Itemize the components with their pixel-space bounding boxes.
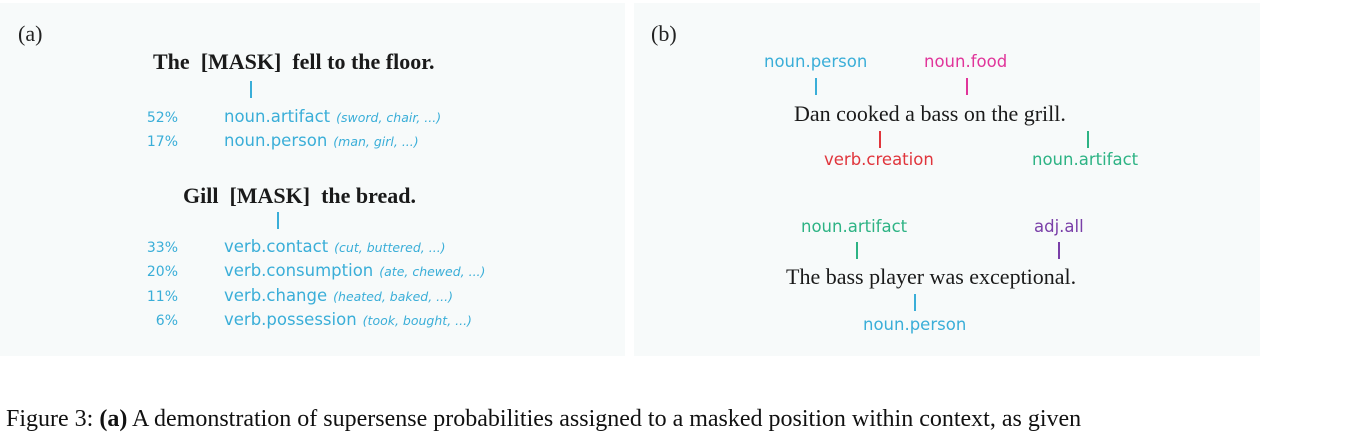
s1-tick-dan xyxy=(815,78,817,95)
panel-b-label: (b) xyxy=(651,21,677,46)
s1-bottom-label-cooked: verb.creation xyxy=(824,150,934,169)
s1-tick-bass xyxy=(966,78,968,95)
s2-bottom-label-player: noun.person xyxy=(863,315,967,334)
prediction-pct: 11% xyxy=(146,289,178,305)
sentence1: Dan cooked a bass on the grill. xyxy=(794,101,1066,126)
caption-prefix: Figure 3: xyxy=(6,406,100,432)
example2-mask: [MASK] xyxy=(229,183,311,208)
prediction-sense: verb.contact xyxy=(224,237,329,256)
prediction-examples: (cut, buttered, ...) xyxy=(334,240,446,255)
prediction-examples: (ate, chewed, ...) xyxy=(379,264,486,279)
prediction-sense: verb.consumption xyxy=(224,261,374,280)
caption-text: A demonstration of supersense probabilit… xyxy=(127,406,1082,432)
prediction-sense: noun.artifact xyxy=(224,107,331,126)
s1-top-label-bass: noun.food xyxy=(924,52,1008,71)
prediction-pct: 20% xyxy=(146,264,178,280)
panel-a-label: (a) xyxy=(18,21,43,46)
s1-top-label-dan: noun.person xyxy=(764,52,868,71)
sentence2: The bass player was exceptional. xyxy=(786,264,1077,289)
s1-tick-cooked xyxy=(879,131,881,148)
caption-bold: (a) xyxy=(99,406,128,432)
prediction-pct: 33% xyxy=(146,240,178,256)
prediction-examples: (heated, baked, ...) xyxy=(333,289,453,304)
s1-bottom-label-grill: noun.artifact xyxy=(1032,150,1139,169)
s2-tick-exceptional xyxy=(1058,242,1060,259)
panel-a: (a) The [MASK] fell to the floor. 52% no… xyxy=(0,3,625,356)
prediction-examples: (man, girl, ...) xyxy=(333,134,419,149)
s1-tick-grill xyxy=(1087,131,1089,148)
example1-sentence: The [MASK] fell to the floor. xyxy=(153,49,435,75)
s2-tick-bass xyxy=(856,242,858,259)
prediction-pct: 6% xyxy=(155,313,178,329)
s2-top-label-exceptional: adj.all xyxy=(1034,217,1084,236)
prediction-pct: 52% xyxy=(146,110,178,126)
prediction-sense: noun.person xyxy=(224,131,328,150)
s2-tick-player xyxy=(914,294,916,311)
example2-sentence: Gill [MASK] the bread. xyxy=(183,183,416,209)
s2-top-label-bass: noun.artifact xyxy=(801,217,908,236)
example2-pre: Gill xyxy=(183,183,219,208)
panel-b: (b) noun.person noun.food Dan cooked a b… xyxy=(634,3,1260,356)
prediction-examples: (sword, chair, ...) xyxy=(336,110,442,125)
example2-mask-tick xyxy=(277,212,279,229)
prediction-examples: (took, bought, ...) xyxy=(362,313,472,328)
example2-post: the bread. xyxy=(321,183,417,208)
example1-mask: [MASK] xyxy=(200,49,282,74)
prediction-sense: verb.possession xyxy=(224,310,357,329)
example1-mask-tick xyxy=(250,81,252,98)
prediction-pct: 17% xyxy=(146,134,178,150)
example1-pre: The xyxy=(153,49,190,74)
prediction-sense: verb.change xyxy=(224,286,328,305)
example1-post: fell to the floor. xyxy=(292,49,435,74)
figure-caption: Figure 3: (a) A demonstration of superse… xyxy=(6,406,1081,433)
